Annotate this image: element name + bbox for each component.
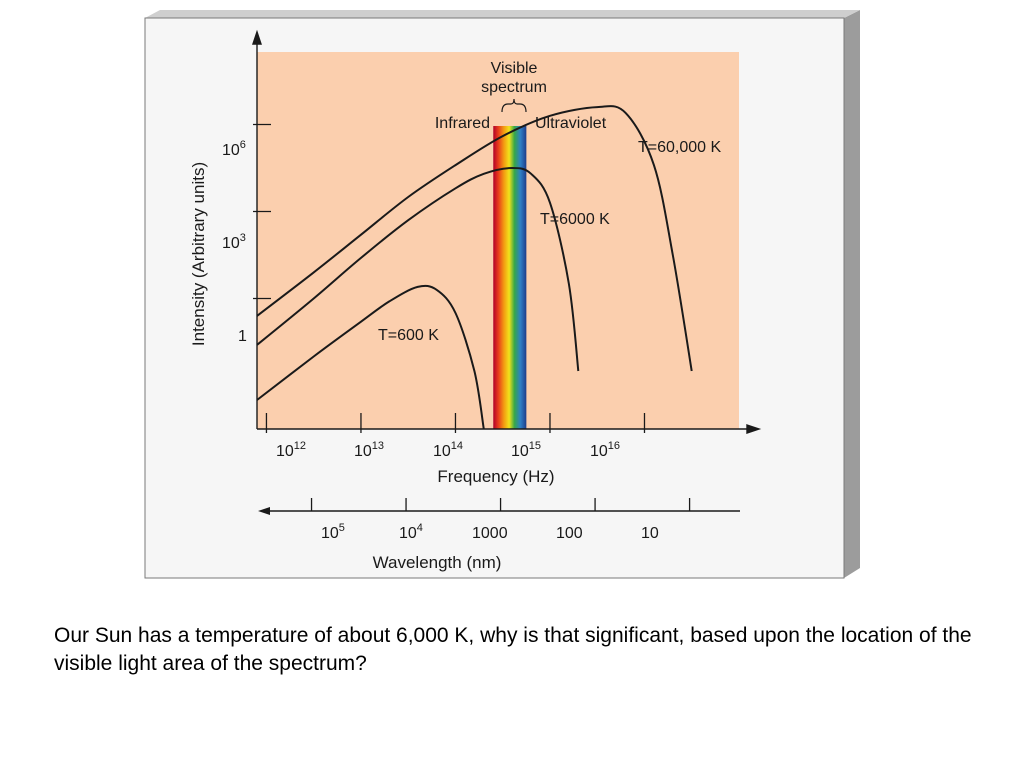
y-tick-label-1: 1 [238, 328, 247, 345]
series-label-6000k: T=6000 K [540, 211, 610, 228]
visible-spectrum-band [493, 126, 527, 429]
wl-tick-label-1000: 1000 [472, 525, 508, 542]
x-tick-label-1e12: 1012 [276, 440, 306, 460]
ultraviolet-label: Ultraviolet [535, 115, 607, 132]
series-label-600k: T=600 K [378, 327, 439, 344]
wl-tick-label-10: 10 [641, 525, 659, 542]
blackbody-chart: 106 103 1 1012 1013 1014 1015 1016 105 1… [144, 10, 860, 579]
tick-marks [253, 123, 691, 511]
axes [252, 29, 762, 515]
wavelength-axis-title: Wavelength (nm) [373, 553, 502, 572]
series-label-60000k: T=60,000 K [638, 139, 722, 156]
y-tick-label-1e3: 103 [222, 232, 246, 252]
curve-t6000k [256, 166, 580, 372]
x-axis-arrow [746, 424, 762, 434]
wavelength-axis-arrow [258, 507, 270, 515]
x-tick-label-1e13: 1013 [354, 440, 384, 460]
wl-tick-label-1e5: 105 [321, 522, 345, 542]
wl-tick-label-1e4: 104 [399, 522, 423, 542]
x-axis-title: Frequency (Hz) [437, 467, 554, 486]
x-tick-label-1e15: 1015 [511, 440, 541, 460]
y-axis-title: Intensity (Arbitrary units) [189, 162, 208, 346]
x-tick-label-1e16: 1016 [590, 440, 620, 460]
curve-t60000k [256, 105, 693, 372]
visible-label: Visible [491, 60, 538, 77]
question-caption: Our Sun has a temperature of about 6,000… [54, 624, 972, 675]
x-tick-label-1e14: 1014 [433, 440, 463, 460]
y-tick-label-1e6: 106 [222, 139, 246, 159]
y-axis-arrow [252, 29, 262, 45]
visible-brace [501, 98, 527, 113]
spectrum-label: spectrum [481, 79, 547, 96]
frame-side [844, 10, 860, 578]
curve-t600k [256, 284, 485, 430]
curves-group [256, 105, 693, 430]
infrared-label: Infrared [435, 115, 490, 132]
frame-top [145, 10, 860, 18]
wl-tick-label-100: 100 [556, 525, 583, 542]
